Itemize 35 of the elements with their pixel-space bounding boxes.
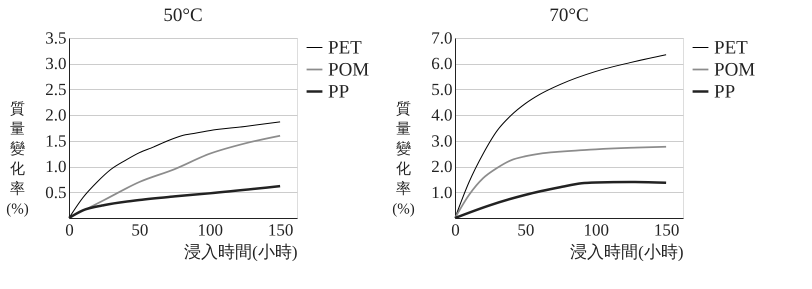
y-tick-label: 0.5 bbox=[45, 182, 66, 202]
line-series bbox=[454, 146, 667, 219]
x-tick-label: 50 bbox=[131, 220, 148, 240]
y-tick-label: 1.0 bbox=[45, 157, 66, 176]
x-axis-title: 浸入時間(小時) bbox=[184, 242, 298, 262]
y-tick-label: 1.0 bbox=[431, 182, 452, 202]
x-tick-label: 150 bbox=[654, 220, 680, 240]
y-tick-label: 3.0 bbox=[45, 54, 66, 74]
x-tick-label: 100 bbox=[197, 220, 223, 240]
y-tick-label: 1.5 bbox=[45, 131, 66, 150]
x-tick-label: 0 bbox=[65, 220, 74, 240]
y-tick-label: 2.0 bbox=[431, 157, 452, 176]
legend-label: POM bbox=[328, 60, 370, 80]
legend-label: PP bbox=[328, 82, 350, 102]
y-tick-label: 4.0 bbox=[431, 106, 452, 125]
x-tick-label: 50 bbox=[517, 220, 534, 240]
x-tick-label: 100 bbox=[583, 220, 609, 240]
x-tick-label: 150 bbox=[268, 220, 294, 240]
legend-label: PET bbox=[714, 38, 748, 58]
y-tick-label: 5.0 bbox=[431, 80, 452, 99]
x-axis-title: 浸入時間(小時) bbox=[570, 242, 684, 262]
chart-title: 50°C bbox=[163, 5, 203, 26]
x-tick-label: 0 bbox=[451, 220, 460, 240]
y-axis-title: 質量變化率(%) bbox=[6, 100, 29, 218]
y-tick-label: 2.5 bbox=[45, 80, 66, 99]
y-tick-label: 7.0 bbox=[431, 28, 452, 48]
legend-label: PP bbox=[714, 82, 736, 102]
y-axis-title: 質量變化率(%) bbox=[392, 100, 415, 218]
y-tick-label: 3.5 bbox=[45, 28, 66, 48]
chart-title: 70°C bbox=[549, 5, 589, 26]
y-tick-label: 2.0 bbox=[45, 106, 66, 125]
legend-label: POM bbox=[714, 60, 756, 80]
y-tick-label: 3.0 bbox=[431, 131, 452, 150]
y-tick-label: 6.0 bbox=[431, 54, 452, 74]
legend-label: PET bbox=[328, 38, 362, 58]
